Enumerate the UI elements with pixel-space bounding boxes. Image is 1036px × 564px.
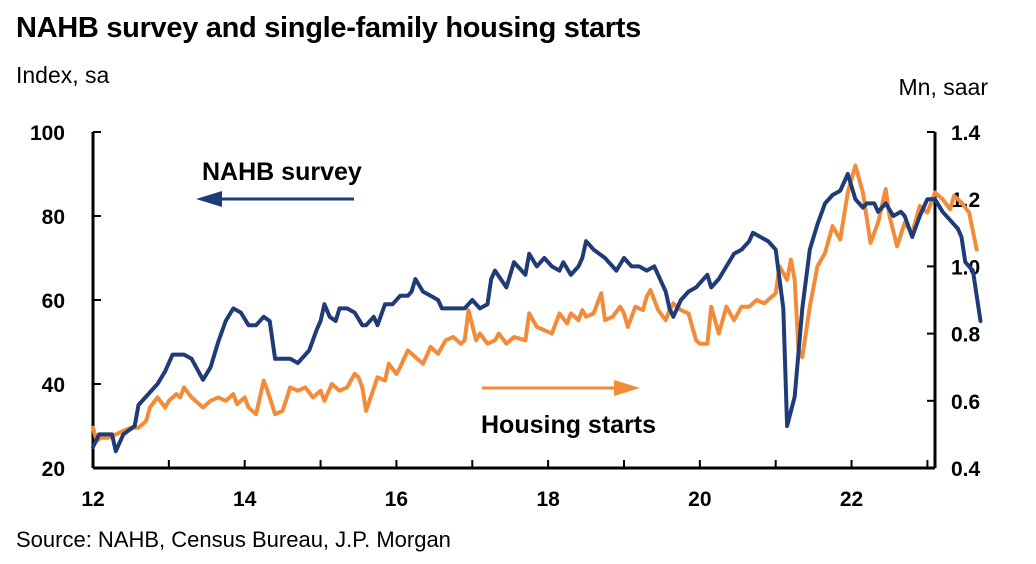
right-y-tick-label: 0.4 — [951, 458, 981, 481]
housing-starts-line — [91, 163, 979, 444]
right-y-tick-label: 0.8 — [951, 324, 981, 347]
source-note: Source: NAHB, Census Bureau, J.P. Morgan — [16, 527, 451, 552]
x-tick-label: 16 — [385, 488, 408, 511]
left-y-tick-label: 20 — [42, 458, 65, 481]
chart-title: NAHB survey and single-family housing st… — [16, 12, 641, 44]
left-y-tick-label: 60 — [42, 290, 65, 313]
x-tick-label: 20 — [688, 488, 711, 511]
series-group — [91, 163, 983, 454]
starts-annotation-arrowhead — [614, 380, 640, 396]
nahb-annotation-arrowhead — [196, 191, 222, 207]
left-y-tick-label: 40 — [42, 374, 65, 397]
right-axis-unit: Mn, saar — [898, 74, 988, 100]
starts-annotation-label: Housing starts — [481, 411, 656, 439]
nahb-annotation-label: NAHB survey — [202, 158, 362, 186]
right-y-tick-label: 1.2 — [951, 189, 980, 212]
x-tick-label: 18 — [536, 488, 560, 511]
left-y-tick-label: 100 — [30, 122, 65, 145]
x-tick-label: 12 — [81, 488, 104, 511]
x-tick-label: 22 — [840, 488, 863, 511]
nahb-survey-line — [91, 172, 983, 454]
x-tick-label: 14 — [233, 488, 257, 511]
right-y-tick-label: 1.4 — [951, 122, 981, 145]
left-y-tick-label: 80 — [42, 206, 65, 229]
left-axis-unit: Index, sa — [16, 62, 110, 88]
annotations: NAHB survey Housing starts — [196, 158, 656, 439]
right-y-tick-label: 0.6 — [951, 391, 980, 414]
